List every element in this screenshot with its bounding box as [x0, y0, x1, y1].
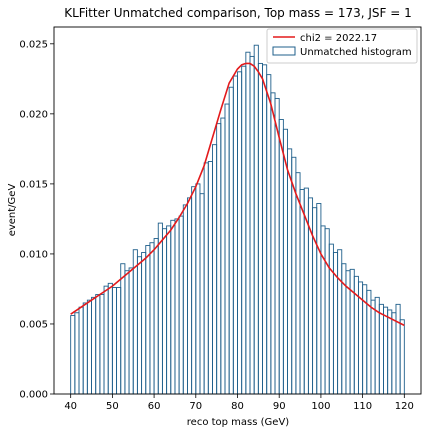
histogram-bar [257, 62, 263, 395]
histogram-bar [141, 252, 147, 395]
histogram-bar [399, 319, 405, 395]
y-tick-label: 0.025 [19, 39, 48, 50]
y-tick-label: 0.005 [19, 319, 48, 330]
x-tick-label: 110 [353, 401, 372, 412]
histogram-bar [203, 162, 209, 395]
histogram-bar [324, 228, 330, 395]
x-tick-label: 70 [189, 401, 202, 412]
histogram-bar [111, 287, 118, 395]
legend-histogram-label: Unmatched histogram [300, 47, 412, 58]
histogram-bar [207, 161, 213, 395]
histogram-bar [82, 302, 88, 395]
histogram-bar [103, 285, 109, 395]
histogram-bar [224, 103, 230, 395]
histogram-bar [149, 242, 155, 395]
x-tick-label: 80 [231, 401, 244, 412]
y-tick-label: 0.020 [19, 109, 48, 120]
histogram-bar [120, 263, 126, 395]
histogram-bar [182, 204, 188, 395]
histogram-bar [320, 225, 326, 395]
histogram-bar [74, 312, 80, 395]
y-axis: 0.000 0.005 0.010 0.015 0.020 0.025 [19, 39, 54, 401]
histogram-bar [157, 222, 163, 395]
histogram-bar [116, 287, 122, 395]
histogram-bar [395, 303, 401, 395]
fit-curve-line [70, 62, 405, 327]
histogram-bar [316, 203, 322, 395]
histogram-bar [107, 282, 113, 395]
histogram-bar [128, 267, 134, 395]
histogram-bar [391, 312, 397, 395]
x-tick-label: 40 [64, 401, 77, 412]
histogram-bar [270, 92, 276, 395]
histogram-bar [199, 193, 205, 395]
histogram-bar [170, 219, 176, 395]
histogram-bar [70, 315, 76, 395]
histogram-bar [328, 243, 334, 395]
x-tick-label: 60 [148, 401, 161, 412]
histogram-bar [220, 117, 226, 395]
histogram-bar [337, 249, 343, 395]
legend-histogram-swatch [272, 46, 296, 56]
histogram-bar [99, 294, 105, 395]
histogram-bar [132, 249, 138, 395]
x-axis-label: reco top mass (GeV) [187, 417, 290, 428]
histogram-bar [370, 299, 376, 395]
histogram-bar [166, 225, 172, 395]
histogram-bar [191, 186, 197, 395]
x-tick-label: 90 [273, 401, 286, 412]
histogram-bar [295, 172, 301, 395]
histogram-bar [124, 270, 130, 395]
chart-title: KLFitter Unmatched comparison, Top mass … [64, 6, 412, 20]
histogram-bar [262, 64, 268, 395]
histogram-bar [349, 268, 355, 395]
histogram-bar [136, 256, 143, 395]
x-tick-label: 100 [311, 401, 330, 412]
histogram-bar [212, 144, 218, 395]
histogram-bar [195, 183, 201, 395]
histogram-bar [266, 74, 272, 395]
x-tick-label: 50 [106, 401, 119, 412]
histogram-bar [253, 44, 259, 395]
histogram-bars [70, 44, 405, 395]
histogram-bar [95, 294, 101, 395]
histogram-bar [237, 71, 243, 395]
histogram-bar [186, 197, 193, 395]
legend-box [266, 28, 418, 64]
histogram-bar [299, 189, 305, 395]
histogram-bar [287, 148, 293, 395]
legend-fit-label: chi2 = 2022.17 [300, 33, 377, 44]
histogram-bar [78, 306, 84, 395]
x-axis: 40 50 60 70 80 90 100 110 120 [64, 394, 414, 412]
histogram-bar [232, 75, 238, 395]
histogram-bar [178, 215, 184, 395]
histogram-bar [216, 123, 222, 395]
y-axis-label: event/GeV [7, 184, 18, 237]
histogram-bar [153, 238, 159, 395]
histogram-bar [249, 55, 255, 395]
histogram-bar [161, 228, 168, 395]
y-tick-label: 0.000 [19, 390, 48, 401]
histogram-bar [241, 65, 247, 395]
histogram-bar [378, 303, 384, 395]
y-tick-label: 0.010 [19, 249, 48, 260]
legend: chi2 = 2022.17 Unmatched histogram [266, 28, 418, 64]
histogram-bar [145, 245, 151, 395]
histogram-bar [387, 309, 393, 395]
histogram-bar [274, 97, 280, 395]
x-tick-label: 120 [395, 401, 414, 412]
y-tick-label: 0.015 [19, 179, 48, 190]
histogram-bar [174, 218, 180, 395]
histogram-bar [245, 51, 251, 395]
histogram-bar [91, 296, 97, 395]
histogram-bar [86, 299, 92, 395]
histogram-bar [383, 306, 389, 395]
histogram-bar [278, 118, 284, 395]
histogram-bar [228, 86, 234, 395]
